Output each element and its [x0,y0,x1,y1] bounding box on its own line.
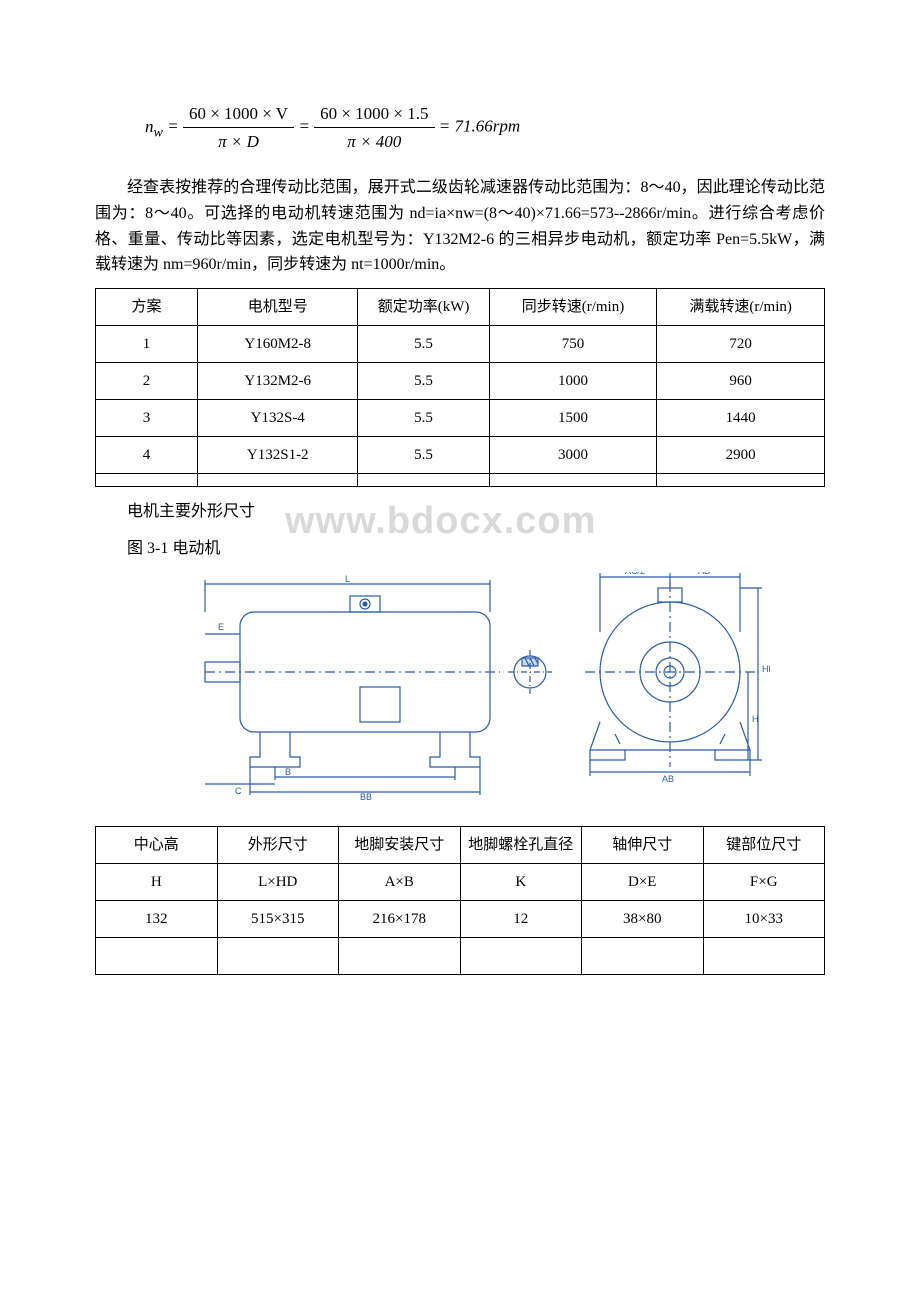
cell [657,473,825,486]
svg-text:AD: AD [698,572,711,576]
th-plan: 方案 [96,288,198,325]
cell: Y132S1-2 [198,436,358,473]
th-outline: 外形尺寸 [217,826,339,863]
cell: 5.5 [358,325,489,362]
table-row: 3 Y132S-4 5.5 1500 1440 [96,399,825,436]
cell: 720 [657,325,825,362]
cell: 12 [460,900,582,937]
svg-text:B: B [285,767,291,777]
cell: A×B [339,863,461,900]
motor-selection-table: 方案 电机型号 额定功率(kW) 同步转速(r/min) 满载转速(r/min)… [95,288,825,487]
caption-figure: 图 3-1 电动机 [95,536,825,562]
th-shaft-ext: 轴伸尺寸 [582,826,704,863]
table-row: 1 Y160M2-8 5.5 750 720 [96,325,825,362]
svg-text:E: E [218,622,224,632]
table-row-blank [96,937,825,974]
svg-text:HD: HD [762,664,770,674]
cell: 2900 [657,436,825,473]
cell: 38×80 [582,900,704,937]
cell: 750 [489,325,657,362]
th-sync: 同步转速(r/min) [489,288,657,325]
cell: 1000 [489,362,657,399]
table-header-row: 中心高 外形尺寸 地脚安装尺寸 地脚螺栓孔直径 轴伸尺寸 键部位尺寸 [96,826,825,863]
cell [198,473,358,486]
cell: 5.5 [358,399,489,436]
table-row: 2 Y132M2-6 5.5 1000 960 [96,362,825,399]
svg-text:C: C [235,786,242,796]
cell [460,937,582,974]
th-full: 满载转速(r/min) [657,288,825,325]
cell [96,473,198,486]
formula-nw: nw = 60 × 1000 × V π × D = 60 × 1000 × 1… [145,100,825,155]
th-center-height: 中心高 [96,826,218,863]
motor-svg: L E B C BB [150,572,770,802]
cell: 10×33 [703,900,825,937]
formula-result: = 71.66rpm [439,117,520,136]
svg-text:L: L [345,574,350,584]
svg-text:AB: AB [662,774,674,784]
cell: 1500 [489,399,657,436]
cell: 1 [96,325,198,362]
th-bolt-hole: 地脚螺栓孔直径 [460,826,582,863]
cell: H [96,863,218,900]
cell: 960 [657,362,825,399]
table-row: 4 Y132S1-2 5.5 3000 2900 [96,436,825,473]
cell: L×HD [217,863,339,900]
cell: 216×178 [339,900,461,937]
svg-text:BB: BB [360,792,372,802]
cell: 3 [96,399,198,436]
cell: Y160M2-8 [198,325,358,362]
formula-frac2: 60 × 1000 × 1.5 π × 400 [314,100,434,155]
paragraph-main: 经查表按推荐的合理传动比范围，展开式二级齿轮减速器传动比范围为：8～40，因此理… [95,175,825,277]
cell: 5.5 [358,362,489,399]
table-row-symbols: H L×HD A×B K D×E F×G [96,863,825,900]
cell [582,937,704,974]
caption-dimensions: 电机主要外形尺寸 [95,499,825,525]
table-row-values: 132 515×315 216×178 12 38×80 10×33 [96,900,825,937]
cell: D×E [582,863,704,900]
th-key: 键部位尺寸 [703,826,825,863]
formula-eq2: = [298,117,314,136]
svg-text:H: H [752,714,759,724]
cell: 4 [96,436,198,473]
cell: 2 [96,362,198,399]
cell [96,937,218,974]
motor-diagram: L E B C BB [95,572,825,811]
table-row-blank [96,473,825,486]
th-foot-mount: 地脚安装尺寸 [339,826,461,863]
cell: Y132M2-6 [198,362,358,399]
cell: Y132S-4 [198,399,358,436]
svg-text:AC/2: AC/2 [625,572,645,576]
cell: 3000 [489,436,657,473]
cell [339,937,461,974]
formula-frac1: 60 × 1000 × V π × D [183,100,294,155]
cell [358,473,489,486]
th-model: 电机型号 [198,288,358,325]
cell: K [460,863,582,900]
cell: F×G [703,863,825,900]
cell [489,473,657,486]
cell [217,937,339,974]
motor-dimension-table: 中心高 外形尺寸 地脚安装尺寸 地脚螺栓孔直径 轴伸尺寸 键部位尺寸 H L×H… [95,826,825,975]
formula-lhs: nw [145,117,163,136]
table-header-row: 方案 电机型号 额定功率(kW) 同步转速(r/min) 满载转速(r/min) [96,288,825,325]
formula-eq1: = [167,117,183,136]
cell: 1440 [657,399,825,436]
cell [703,937,825,974]
th-power: 额定功率(kW) [358,288,489,325]
cell: 5.5 [358,436,489,473]
cell: 132 [96,900,218,937]
cell: 515×315 [217,900,339,937]
